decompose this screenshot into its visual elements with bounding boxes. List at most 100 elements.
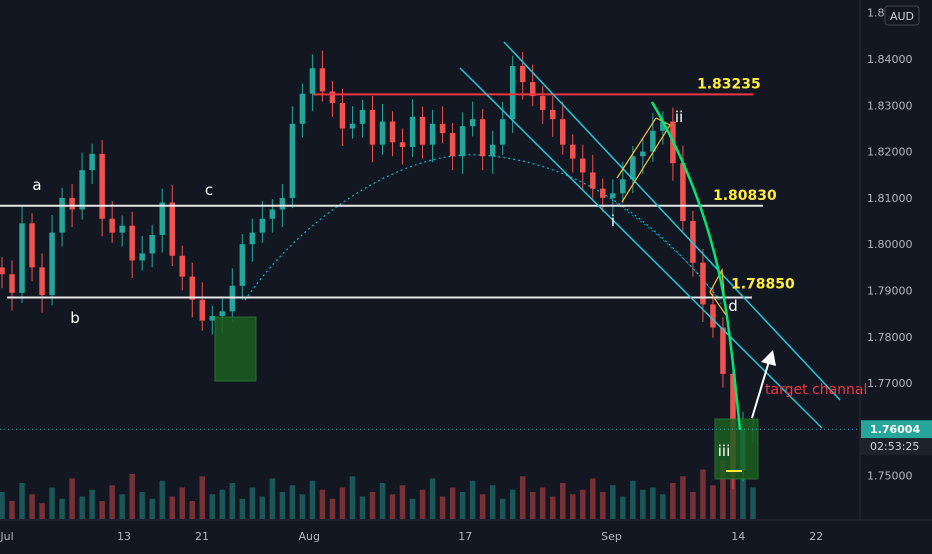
volume-bar: [509, 489, 516, 519]
candle-body: [399, 142, 406, 147]
volume-bar: [109, 485, 115, 519]
volume-bar: [189, 501, 196, 519]
volume-bar: [249, 487, 256, 519]
candle-body: [109, 218, 115, 233]
volume-bar: [720, 460, 726, 519]
volume-bar: [369, 492, 376, 519]
drawing-layer: [0, 41, 860, 480]
candle-body: [139, 253, 145, 261]
candle-body: [259, 218, 266, 233]
volume-bar: [389, 494, 396, 519]
volume-bar: [129, 474, 135, 519]
level-label-1-83235: 1.83235: [697, 76, 761, 92]
volume-bar: [199, 476, 206, 519]
candle-body: [499, 119, 506, 145]
currency-badge-label: AUD: [890, 10, 914, 23]
candle-body: [720, 327, 726, 374]
time-tick-label: Aug: [299, 530, 320, 543]
volume-bar: [630, 480, 636, 519]
price-tick-label: 1.75000: [867, 470, 913, 483]
level-label-1-80830: 1.80830: [713, 188, 777, 204]
volume-bar: [529, 492, 536, 519]
volume-bar: [159, 480, 165, 519]
volume-bar: [429, 478, 436, 519]
candle-body: [0, 267, 5, 275]
flag-lower-line: [621, 124, 671, 203]
accumulation-zone-left: [214, 316, 257, 382]
price-tick-label: 1.80000: [867, 238, 913, 251]
volume-bar: [650, 487, 656, 519]
candle-body: [269, 209, 276, 219]
candle-body: [469, 119, 476, 127]
candle-body: [349, 123, 356, 129]
candle-body: [630, 156, 636, 180]
candle-body: [359, 109, 366, 124]
candle-body: [529, 82, 536, 97]
candle-body: [379, 121, 386, 145]
volume-bar: [259, 496, 266, 519]
target-arrow-head: [761, 350, 776, 366]
candle-body: [49, 232, 55, 296]
candle-body: [489, 144, 496, 157]
volume-bar: [149, 498, 155, 519]
volume-bar: [69, 478, 75, 519]
candle-body: [479, 119, 486, 157]
candle-body: [59, 197, 65, 233]
volume-bar: [660, 494, 666, 519]
volume-bar: [419, 489, 426, 519]
volume-bar: [519, 476, 526, 519]
volume-bar: [339, 487, 346, 519]
candle-body: [459, 126, 466, 157]
volume-bar: [449, 487, 456, 519]
candle-body: [539, 96, 546, 110]
volume-bar: [329, 498, 336, 519]
price-tick-label: 1.77000: [867, 377, 913, 390]
volume-bar: [229, 483, 236, 519]
volume-bar: [690, 492, 696, 519]
volume-bar: [309, 480, 316, 519]
candle-body: [319, 68, 326, 92]
candle-body: [99, 153, 105, 219]
volume-bar: [9, 501, 15, 519]
volume-bar: [209, 494, 216, 519]
target-arrow-shaft: [751, 357, 771, 419]
volume-bar: [79, 496, 85, 519]
candle-body: [680, 163, 686, 222]
volume-bar: [89, 489, 95, 519]
candle-body: [590, 172, 596, 189]
countdown-tag: [861, 438, 932, 456]
candle-body: [119, 225, 125, 233]
volume-bar: [680, 476, 686, 519]
volume-bar: [49, 487, 55, 519]
volume-bar: [670, 483, 676, 519]
candle-body: [19, 223, 25, 293]
volume-bar: [0, 492, 5, 519]
volume-bar: [179, 487, 185, 519]
currency-badge[interactable]: AUD: [884, 5, 920, 26]
volume-bar: [620, 496, 626, 519]
flag-upper-line: [616, 117, 657, 179]
volume-bar: [119, 494, 125, 519]
volume-bar: [399, 485, 406, 519]
candle-body: [169, 202, 175, 256]
candle-body: [409, 116, 416, 147]
candle-body: [209, 315, 216, 321]
candle-body: [329, 91, 336, 103]
volume-bar: [610, 485, 616, 519]
candle-body: [419, 116, 426, 145]
volume-bar: [499, 498, 506, 519]
volume-bar: [700, 469, 706, 519]
volume-bar: [570, 494, 576, 519]
time-axis[interactable]: Jul 13 21 Aug 17 Sep 14 22: [0, 530, 823, 543]
candle-body: [700, 262, 706, 305]
candle-body: [69, 197, 75, 210]
candle-body: [690, 221, 696, 263]
time-tick-label: 22: [809, 530, 823, 543]
candle-body: [570, 144, 576, 159]
volume-bar: [459, 492, 466, 519]
candle-body: [299, 93, 306, 124]
volume-bar: [469, 480, 476, 519]
